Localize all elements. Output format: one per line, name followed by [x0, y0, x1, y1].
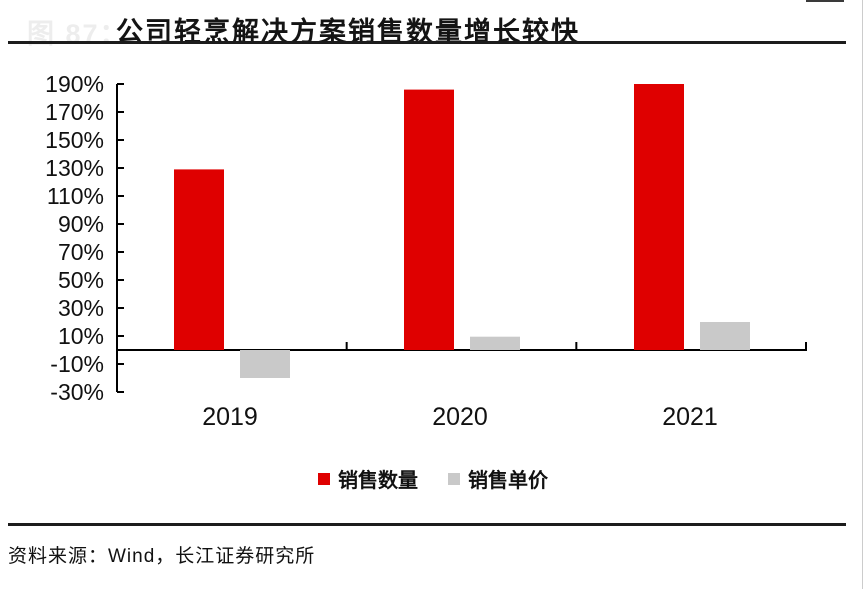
bar-销售单价-2021 [700, 322, 750, 350]
bar-chart-plot: 190%170%150%130%110%90%70%50%30%10%-10%-… [45, 71, 807, 431]
page-right-border-line [862, 0, 863, 589]
legend-swatch-icon [318, 472, 330, 485]
title-rule [8, 41, 846, 44]
legend-label: 销售单价 [468, 470, 548, 492]
y-tick-label: -30% [50, 379, 104, 405]
bar-销售数量-2019 [174, 169, 224, 350]
chart-legend: 销售数量 销售单价 [0, 464, 866, 493]
legend-item-销售单价: 销售单价 [448, 464, 548, 493]
y-tick-label: 30% [58, 295, 104, 321]
y-tick-label: 10% [58, 323, 104, 349]
y-tick-label: 70% [58, 239, 104, 265]
x-category-label: 2020 [432, 403, 488, 431]
legend-swatch-icon [448, 472, 460, 485]
bar-销售单价-2020 [470, 336, 520, 350]
x-category-label: 2019 [202, 403, 258, 431]
bar-销售数量-2021 [634, 84, 684, 350]
figure-number-label: 图 87： [27, 19, 129, 49]
bar-销售数量-2020 [404, 89, 454, 350]
footer-rule [8, 523, 846, 526]
y-tick-label: 50% [58, 267, 104, 293]
source-note: 资料来源：Wind，长江证券研究所 [8, 546, 316, 567]
y-tick-label: 110% [47, 183, 104, 209]
legend-label: 销售数量 [338, 470, 418, 492]
y-tick-label: -10% [50, 351, 104, 377]
y-tick-label: 190% [45, 71, 104, 97]
y-tick-label: 170% [45, 99, 104, 125]
y-tick-label: 150% [45, 127, 104, 153]
y-tick-label: 130% [45, 155, 104, 181]
y-tick-label: 90% [58, 211, 104, 237]
bar-销售单价-2019 [240, 350, 290, 378]
legend-item-销售数量: 销售数量 [318, 464, 418, 493]
adjacent-column-rule-fragment [806, 0, 844, 2]
x-category-label: 2021 [662, 403, 718, 431]
